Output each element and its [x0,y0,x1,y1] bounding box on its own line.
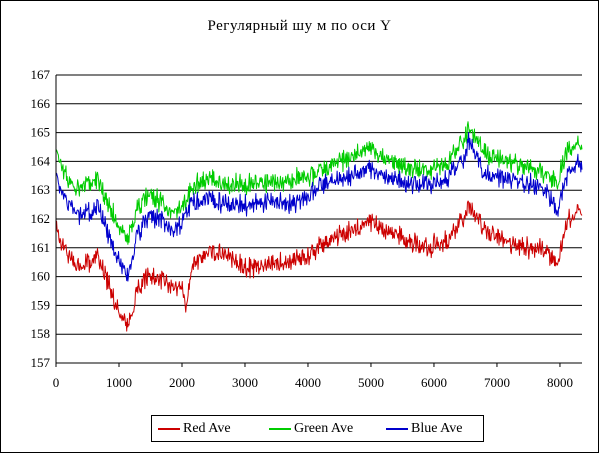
y-tick-labels: 157 158 159 160 161 162 163 164 165 166 167 [31,67,51,370]
legend-item-red: Red Ave [158,420,231,438]
legend-swatch-green [269,428,291,430]
x-tick-label: 5000 [358,375,384,390]
legend-label-green: Green Ave [294,421,354,436]
x-tick-label: 2000 [169,375,195,390]
series-lines [55,121,583,332]
legend: Red Ave Green Ave Blue Ave [151,415,484,442]
y-tick-label: 167 [31,67,51,82]
legend-label-red: Red Ave [183,421,231,436]
y-tick-label: 165 [31,125,51,140]
chart-title: Регулярный шу м по оси Y [207,18,392,34]
y-tick-label: 160 [31,269,51,284]
legend-swatch-red [158,428,180,430]
legend-item-green: Green Ave [269,420,353,438]
x-tick-label: 0 [53,375,60,390]
series-line-red-ave [55,200,583,332]
x-tick-label: 7000 [484,375,510,390]
legend-item-blue: Blue Ave [386,420,462,438]
series-line-green-ave [55,121,583,245]
x-tick-label: 8000 [547,375,573,390]
legend-swatch-blue [386,428,408,430]
x-tick-label: 6000 [421,375,447,390]
x-tick-label: 1000 [106,375,132,390]
series-line-blue-ave [55,131,583,282]
y-tick-label: 164 [31,153,51,168]
axes [55,75,582,367]
y-tick-label: 162 [31,211,51,226]
legend-label-blue: Blue Ave [411,421,463,436]
x-tick-label: 3000 [232,375,258,390]
y-tick-label: 163 [31,182,51,197]
y-tick-label: 157 [31,355,51,370]
y-tick-label: 159 [31,297,51,312]
y-tick-label: 166 [31,96,51,111]
y-tick-label: 161 [31,240,51,255]
x-tick-labels: 0 1000 2000 3000 4000 5000 6000 7000 8000 [53,375,573,390]
y-tick-label: 158 [31,326,51,341]
x-tick-label: 4000 [295,375,321,390]
